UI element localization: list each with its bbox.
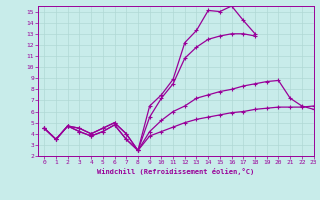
X-axis label: Windchill (Refroidissement éolien,°C): Windchill (Refroidissement éolien,°C)	[97, 168, 255, 175]
